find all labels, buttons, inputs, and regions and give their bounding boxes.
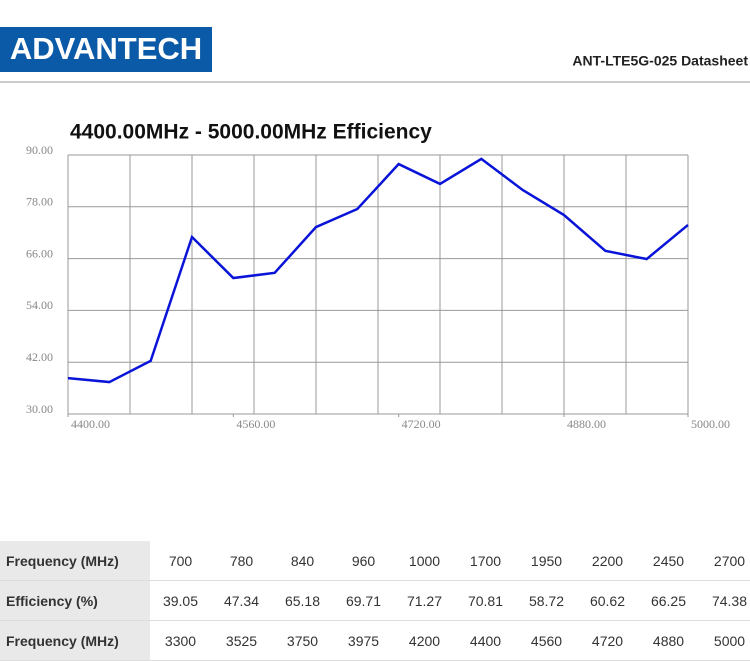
- y-tick-label: 42.00: [26, 350, 53, 364]
- row-header: Frequency (MHz): [0, 620, 150, 661]
- cell: 4560: [516, 620, 577, 661]
- cell: 3750: [272, 620, 333, 661]
- y-tick-label: 30.00: [26, 402, 53, 416]
- logo-box: [0, 27, 212, 72]
- cell: 3300: [150, 620, 211, 661]
- cell: 4720: [577, 620, 638, 661]
- x-tick-label: 5000.00: [691, 417, 730, 431]
- x-tick-label: 4560.00: [236, 417, 275, 431]
- cell: 60.62: [577, 580, 638, 621]
- cell: 3525: [211, 620, 272, 661]
- cell: 780: [211, 541, 272, 581]
- cell: 5000: [699, 620, 750, 661]
- chart: ADVANTECH ANT-LTE5G-025 Datasheet 4400.0…: [0, 27, 750, 431]
- x-tick-label: 4400.00: [71, 417, 110, 431]
- cell: 4200: [394, 620, 455, 661]
- x-tick-label: 4880.00: [567, 417, 606, 431]
- table-row: Frequency (MHz) 3300 3525 3750 3975 4200 4400 4…: [0, 620, 750, 661]
- cell: 70.81: [455, 580, 516, 621]
- cell: 74.38: [699, 580, 750, 621]
- cell: 1700: [455, 541, 516, 581]
- table-row: Efficiency (%) 39.05 47.34 65.18 69.71 71.27 7…: [0, 580, 750, 621]
- cell: 69.71: [333, 580, 394, 621]
- cell: 58.72: [516, 580, 577, 621]
- doc-title: ANT-LTE5G-025 Datasheet: [572, 53, 748, 69]
- cell: 3975: [333, 620, 394, 661]
- data-line: [67, 157, 689, 384]
- cell: 71.27: [394, 580, 455, 621]
- cell: 66.25: [638, 580, 699, 621]
- row-header: Efficiency (%): [0, 580, 150, 621]
- cell: 2450: [638, 541, 699, 581]
- cell: 2700: [699, 541, 750, 581]
- x-tick-label: 4720.00: [402, 417, 441, 431]
- y-tick-label: 66.00: [26, 246, 53, 260]
- table-row: Frequency (MHz) 700 780 840 960 1000 1700 1950 2…: [0, 541, 750, 581]
- cell: 4400: [455, 620, 516, 661]
- cell: 840: [272, 541, 333, 581]
- logo: ADVANTECH: [10, 31, 202, 66]
- y-tick-label: 90.00: [26, 143, 53, 157]
- y-tick-label: 54.00: [26, 298, 53, 312]
- cell: 1000: [394, 541, 455, 581]
- cell: 65.18: [272, 580, 333, 621]
- chart-title: 4400.00MHz - 5000.00MHz Efficiency: [70, 121, 432, 144]
- cell: 4880: [638, 620, 699, 661]
- row-header: Frequency (MHz): [0, 541, 150, 581]
- cell: 2200: [577, 541, 638, 581]
- cell: 47.34: [211, 580, 272, 621]
- cell: 960: [333, 541, 394, 581]
- data-table: Frequency (MHz) 700 780 840 960 1000 1700 1950 2…: [0, 541, 750, 661]
- cell: 700: [150, 541, 211, 581]
- cell: 1950: [516, 541, 577, 581]
- cell: 39.05: [150, 580, 211, 621]
- y-tick-label: 78.00: [26, 195, 53, 209]
